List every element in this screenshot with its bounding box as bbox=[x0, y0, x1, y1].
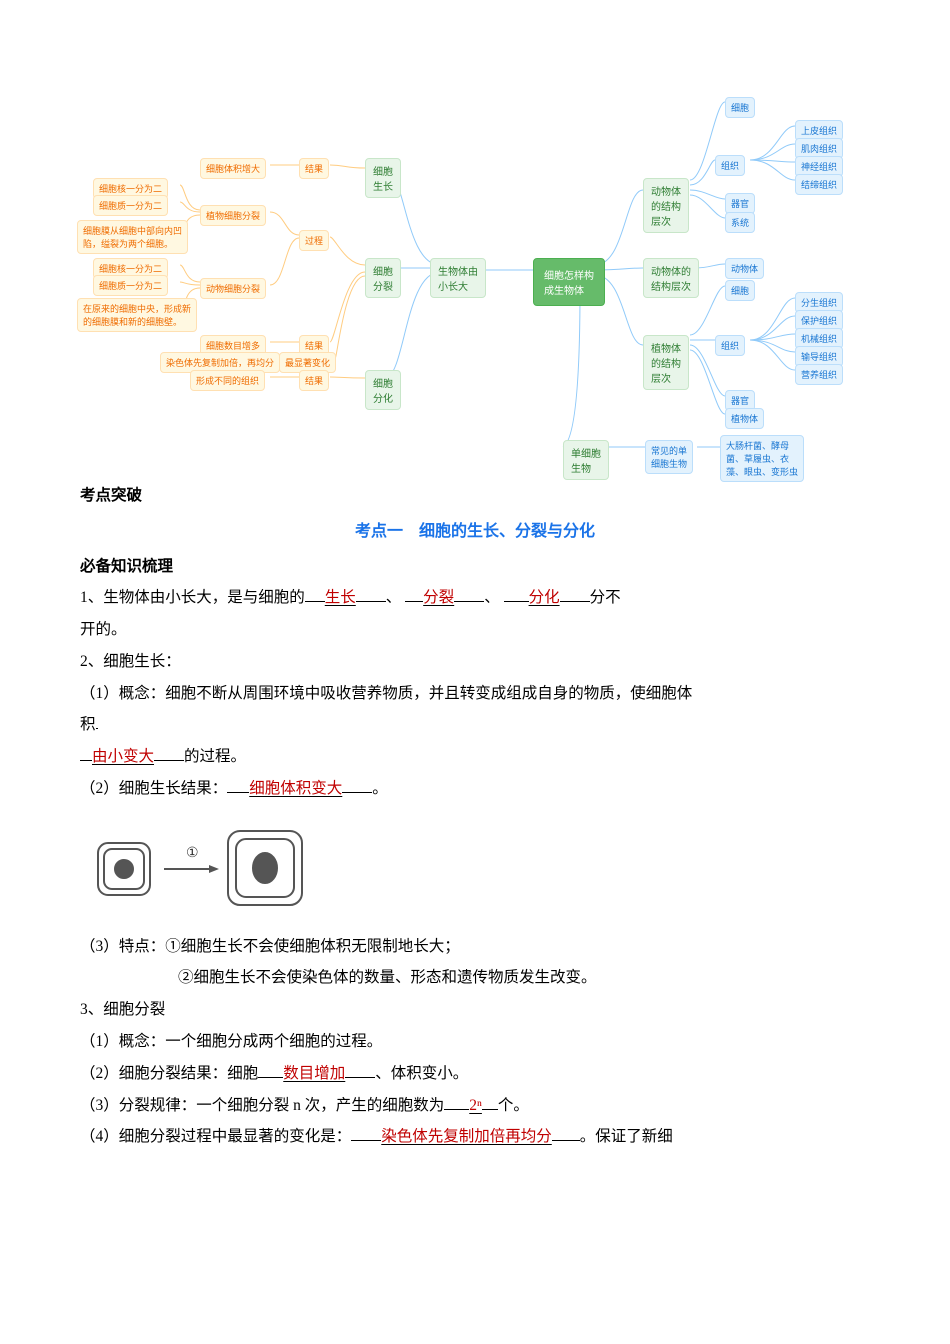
p3-3a-text: （3）分裂规律：一个细胞分裂 n 次，产生的细胞数为 bbox=[80, 1097, 444, 1114]
mindmap-node: 结果 bbox=[299, 158, 329, 179]
p2-2a-text: （2）细胞生长结果： bbox=[80, 780, 227, 797]
mindmap-node: 组织 bbox=[715, 155, 745, 176]
para-3-2: （2）细胞分裂结果：细胞 数目增加 、体积变小。 bbox=[80, 1058, 870, 1090]
mindmap-node: 组织 bbox=[715, 335, 745, 356]
blank-prefix bbox=[305, 601, 325, 602]
answer-small-to-big: 由小变大 bbox=[92, 748, 154, 765]
mindmap-node: 细胞 分裂 bbox=[365, 258, 401, 298]
section-heading-kdtp: 考点突破 bbox=[80, 480, 870, 512]
figure-label-1: ① bbox=[186, 846, 199, 861]
blank-short bbox=[96, 728, 98, 729]
blank-prefix bbox=[258, 1077, 283, 1078]
mindmap-node: 在原来的细胞中央，形成新 的细胞膜和新的细胞壁。 bbox=[77, 298, 197, 332]
p2-1d-text: 的过程。 bbox=[184, 748, 246, 765]
blank-prefix bbox=[80, 760, 92, 761]
blank-suffix bbox=[345, 1077, 375, 1078]
p3-2c-text: 、体积变小。 bbox=[375, 1065, 468, 1082]
answer-differentiation: 分化 bbox=[529, 589, 560, 606]
mindmap-node: 植物体 bbox=[725, 408, 764, 429]
mindmap-node: 器官 bbox=[725, 193, 755, 214]
para-2: 2、细胞生长： bbox=[80, 646, 870, 678]
document-content: 考点突破 考点一 细胞的生长、分裂与分化 必备知识梳理 1、生物体由小长大，是与… bbox=[80, 480, 870, 1153]
p3-4a-text: （4）细胞分裂过程中最显著的变化是： bbox=[80, 1128, 351, 1145]
mindmap-node: 细胞膜从细胞中部向内凹 陷，缢裂为两个细胞。 bbox=[77, 220, 188, 254]
p1-text-c: 分不 bbox=[590, 589, 621, 606]
blank-prefix bbox=[227, 792, 249, 793]
para-3-1: （1）概念：一个细胞分成两个细胞的过程。 bbox=[80, 1026, 870, 1058]
mindmap-node: 细胞 分化 bbox=[365, 370, 401, 410]
answer-chromosome: 染色体先复制加倍再均分 bbox=[381, 1128, 552, 1145]
blank-suffix bbox=[454, 601, 484, 602]
mindmap-node: 过程 bbox=[299, 230, 329, 251]
cell-growth-figure: ① bbox=[84, 813, 870, 923]
mindmap-node: 生物体由 小长大 bbox=[430, 258, 486, 298]
blank-suffix bbox=[560, 601, 590, 602]
blank-suffix bbox=[552, 1140, 580, 1141]
mindmap-node: 动物体 bbox=[725, 258, 764, 279]
para-2-3a: （3）特点：①细胞生长不会使细胞体积无限制地长大； bbox=[80, 931, 870, 963]
kaodian-1-title: 考点一 细胞的生长、分裂与分化 bbox=[80, 516, 870, 549]
para-2-1b: 积 bbox=[80, 709, 870, 741]
mindmap-node: 细胞 生长 bbox=[365, 158, 401, 198]
section-heading-bbzs: 必备知识梳理 bbox=[80, 551, 870, 583]
mindmap-node: 动物体 的结构 层次 bbox=[643, 178, 689, 233]
p3-2a-text: （2）细胞分裂结果：细胞 bbox=[80, 1065, 258, 1082]
blank-prefix bbox=[504, 601, 529, 602]
mindmap-node: 结缔组织 bbox=[795, 174, 843, 195]
mindmap-node: 细胞质一分为二 bbox=[93, 195, 168, 216]
mindmap-node: 动物细胞分裂 bbox=[200, 278, 266, 299]
mindmap-node: 动物体的 结构层次 bbox=[643, 258, 699, 298]
p3-4c-text: 。保证了新细 bbox=[580, 1128, 673, 1145]
mindmap-node: 细胞 bbox=[725, 97, 755, 118]
mindmap-node: 大肠杆菌、酵母 菌、草履虫、衣 藻、眼虫、变形虫 bbox=[720, 435, 804, 482]
blank-suffix bbox=[154, 760, 184, 761]
para-3-4: （4）细胞分裂过程中最显著的变化是： 染色体先复制加倍再均分 。保证了新细 bbox=[80, 1121, 870, 1153]
answer-2n: 2ⁿ bbox=[469, 1097, 482, 1114]
answer-division: 分裂 bbox=[423, 589, 454, 606]
mindmap-node: 结果 bbox=[299, 370, 329, 391]
blank-suffix bbox=[356, 601, 386, 602]
p1-text-a: 1、生物体由小长大，是与细胞的 bbox=[80, 589, 305, 606]
p2-1b-text: 积 bbox=[80, 716, 96, 733]
blank-suffix bbox=[342, 792, 372, 793]
blank-prefix bbox=[444, 1109, 469, 1110]
p3-3c-text: 个。 bbox=[498, 1097, 529, 1114]
para-2-3b: ②细胞生长不会使染色体的数量、形态和遗传物质发生改变。 bbox=[80, 962, 870, 994]
answer-number-increase: 数目增加 bbox=[283, 1065, 345, 1082]
p2-2c-text: 。 bbox=[372, 780, 388, 797]
mindmap-node: 营养组织 bbox=[795, 364, 843, 385]
mind-map: 细胞怎样构 成生物体 生物体由 小长大细胞 生长细胞 分裂细胞 分化结果过程结果… bbox=[85, 80, 870, 480]
blank-prefix bbox=[405, 601, 423, 602]
para-1-cont: 开的。 bbox=[80, 614, 870, 646]
para-2-1a: （1）概念：细胞不断从周围环境中吸收营养物质，并且转变成组成自身的物质，使细胞体 bbox=[80, 678, 870, 710]
blank-prefix bbox=[351, 1140, 381, 1141]
para-3-3: （3）分裂规律：一个细胞分裂 n 次，产生的细胞数为 2ⁿ 个。 bbox=[80, 1090, 870, 1122]
blank-suffix bbox=[482, 1109, 498, 1110]
para-2-2: （2）细胞生长结果： 细胞体积变大 。 bbox=[80, 773, 870, 805]
mindmap-node: 细胞 bbox=[725, 280, 755, 301]
answer-volume-bigger: 细胞体积变大 bbox=[249, 780, 342, 797]
mindmap-node: 细胞体积增大 bbox=[200, 158, 266, 179]
answer-growth: 生长 bbox=[325, 589, 356, 606]
mindmap-node: 形成不同的组织 bbox=[190, 370, 265, 391]
mindmap-node: 植物细胞分裂 bbox=[200, 205, 266, 226]
para-1: 1、生物体由小长大，是与细胞的生长、 分裂、 分化分不 bbox=[80, 582, 870, 614]
mindmap-node: 单细胞 生物 bbox=[563, 440, 609, 480]
mindmap-node: 植物体 的结构 层次 bbox=[643, 335, 689, 390]
mindmap-center-node: 细胞怎样构 成生物体 bbox=[533, 258, 605, 306]
mindmap-node: 常见的单 细胞生物 bbox=[645, 440, 693, 474]
para-3: 3、细胞分裂 bbox=[80, 994, 870, 1026]
para-2-1c: 由小变大 的过程。 bbox=[80, 741, 870, 773]
mindmap-node: 系统 bbox=[725, 212, 755, 233]
mindmap-node: 细胞质一分为二 bbox=[93, 275, 168, 296]
